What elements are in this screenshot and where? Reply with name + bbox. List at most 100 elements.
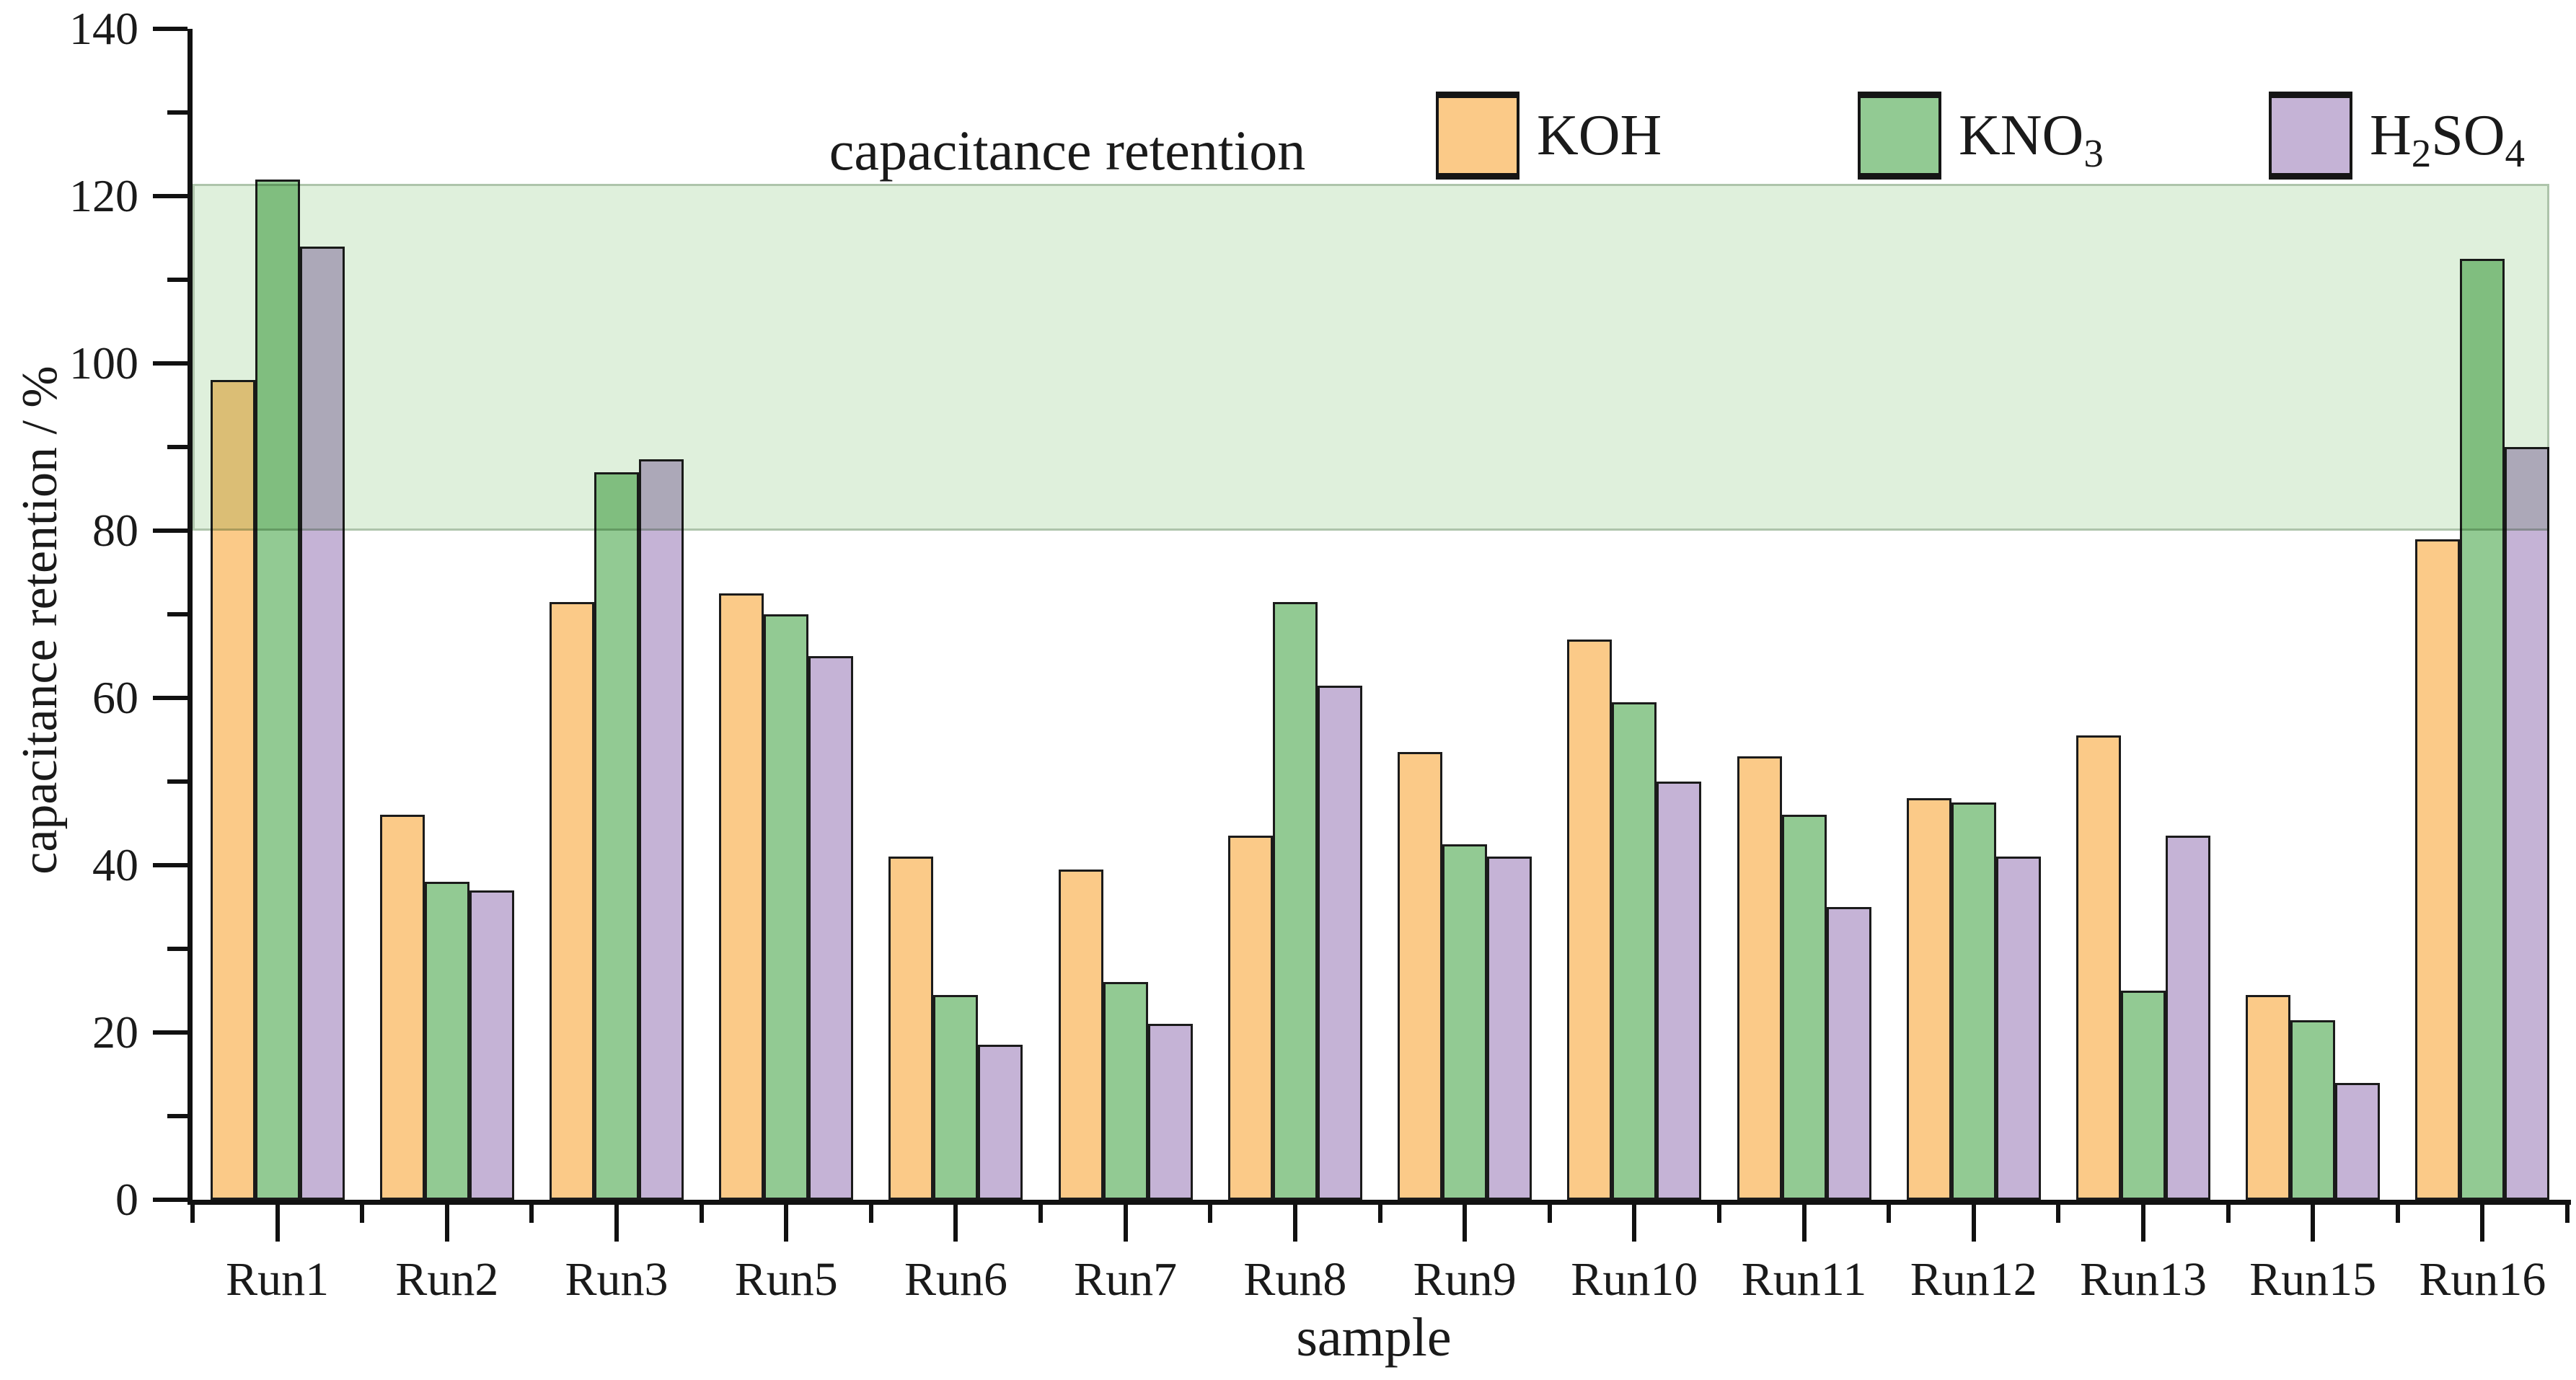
y-minor-tick [167, 278, 188, 282]
bar-KNO3-Run13 [2120, 991, 2166, 1200]
bar-H2SO4-Run12 [1995, 857, 2041, 1200]
y-axis-line [188, 29, 193, 1205]
bar-KOH-Run13 [2076, 735, 2121, 1200]
y-tick-label: 80 [92, 505, 138, 556]
x-center-tick [1463, 1200, 1468, 1242]
y-minor-tick [167, 445, 188, 449]
bar-KNO3-Run5 [764, 614, 809, 1200]
bar-KNO3-Run10 [1612, 702, 1657, 1200]
legend-label: KNO3 [1959, 104, 2104, 175]
bar-KOH-Run3 [550, 601, 595, 1200]
x-center-tick [1971, 1200, 1976, 1242]
x-category-label: Run8 [1243, 1253, 1347, 1306]
bar-H2SO4-Run9 [1487, 857, 1532, 1200]
x-category-label: Run1 [226, 1253, 330, 1306]
bar-KNO3-Run6 [933, 994, 979, 1200]
bar-KNO3-Run9 [1442, 844, 1488, 1200]
y-tick-label: 20 [92, 1007, 138, 1058]
x-center-tick [2480, 1200, 2485, 1242]
y-minor-tick [167, 612, 188, 616]
bar-KOH-Run6 [888, 857, 934, 1200]
bar-H2SO4-Run15 [2335, 1082, 2381, 1200]
x-boundary-tick [1038, 1200, 1044, 1223]
bar-H2SO4-Run6 [978, 1045, 1023, 1200]
y-tick-label: 60 [92, 672, 138, 723]
bar-KNO3-Run2 [424, 882, 469, 1200]
x-category-label: Run15 [2249, 1253, 2377, 1306]
y-tick-label: 40 [92, 839, 138, 890]
x-boundary-tick [2056, 1200, 2061, 1223]
x-center-tick [1292, 1200, 1297, 1242]
x-category-label: Run7 [1074, 1253, 1178, 1306]
bar-KOH-Run2 [379, 815, 425, 1200]
bar-KOH-Run8 [1227, 836, 1273, 1200]
x-boundary-tick [190, 1200, 195, 1223]
bar-KOH-Run12 [1906, 798, 1951, 1200]
y-tick-label: 0 [115, 1174, 138, 1225]
x-center-tick [444, 1200, 449, 1242]
y-major-tick [153, 27, 188, 31]
bar-KNO3-Run3 [594, 472, 640, 1200]
x-center-tick [275, 1200, 280, 1242]
x-category-label: Run6 [904, 1253, 1007, 1306]
x-axis-title: sample [1296, 1307, 1452, 1368]
y-tick-label: 140 [69, 3, 138, 54]
bar-KOH-Run5 [719, 593, 764, 1200]
x-category-label: Run13 [2079, 1253, 2207, 1306]
bar-KNO3-Run7 [1103, 982, 1148, 1200]
legend-label: H2SO4 [2370, 104, 2526, 175]
bar-H2SO4-Run11 [1826, 907, 1871, 1200]
plot-area: 0 20 40 60 80 100 120 140 Run1 Run2 Run3 Run5 Run6 Ru… [69, 6, 2571, 1304]
bar-H2SO4-Run7 [1147, 1024, 1193, 1200]
x-boundary-tick [2226, 1200, 2231, 1223]
x-boundary-tick [529, 1200, 534, 1223]
y-minor-tick [167, 110, 188, 115]
highlight-band [193, 183, 2549, 531]
x-boundary-tick [2565, 1200, 2570, 1223]
y-major-tick [153, 528, 188, 533]
x-category-label: Run3 [565, 1253, 669, 1306]
bar-KOH-Run10 [1567, 639, 1613, 1200]
y-major-tick [153, 1030, 188, 1035]
x-boundary-tick [1887, 1200, 1892, 1223]
x-center-tick [2140, 1200, 2145, 1242]
bar-H2SO4-Run5 [808, 656, 854, 1200]
y-major-tick [153, 863, 188, 867]
x-category-label: Run11 [1741, 1253, 1867, 1306]
bar-KOH-Run15 [2246, 994, 2291, 1200]
bar-KOH-Run9 [1398, 752, 1443, 1200]
bar-H2SO4-Run3 [639, 459, 684, 1200]
y-minor-tick [167, 1114, 188, 1118]
x-boundary-tick [868, 1200, 873, 1223]
bar-H2SO4-Run13 [2165, 836, 2210, 1200]
bar-H2SO4-Run10 [1657, 782, 1702, 1200]
legend-swatch-icon [2269, 92, 2352, 180]
bar-H2SO4-Run8 [1317, 685, 1362, 1200]
x-center-tick [1801, 1200, 1807, 1242]
x-boundary-tick [1716, 1200, 1721, 1223]
x-center-tick [1632, 1200, 1637, 1242]
x-center-tick [953, 1200, 958, 1242]
x-center-tick [1123, 1200, 1128, 1242]
x-boundary-tick [1547, 1200, 1552, 1223]
legend-swatch-icon [1858, 92, 1941, 180]
y-minor-tick [167, 779, 188, 784]
y-major-tick [153, 1198, 188, 1202]
y-major-tick [153, 194, 188, 198]
x-boundary-tick [699, 1200, 704, 1223]
x-category-label: Run2 [395, 1253, 499, 1306]
x-center-tick [784, 1200, 789, 1242]
x-boundary-tick [360, 1200, 365, 1223]
bar-KNO3-Run8 [1272, 601, 1318, 1200]
x-center-tick [2311, 1200, 2316, 1242]
x-category-label: Run5 [734, 1253, 838, 1306]
chart-title: capacitance retention [829, 119, 1306, 182]
bar-KOH-Run16 [2415, 539, 2461, 1200]
x-boundary-tick [1208, 1200, 1213, 1223]
x-category-label: Run9 [1413, 1253, 1517, 1306]
x-category-label: Run10 [1571, 1253, 1698, 1306]
bar-KOH-Run7 [1058, 869, 1103, 1200]
legend-swatch-icon [1436, 92, 1519, 180]
y-major-tick [153, 361, 188, 366]
